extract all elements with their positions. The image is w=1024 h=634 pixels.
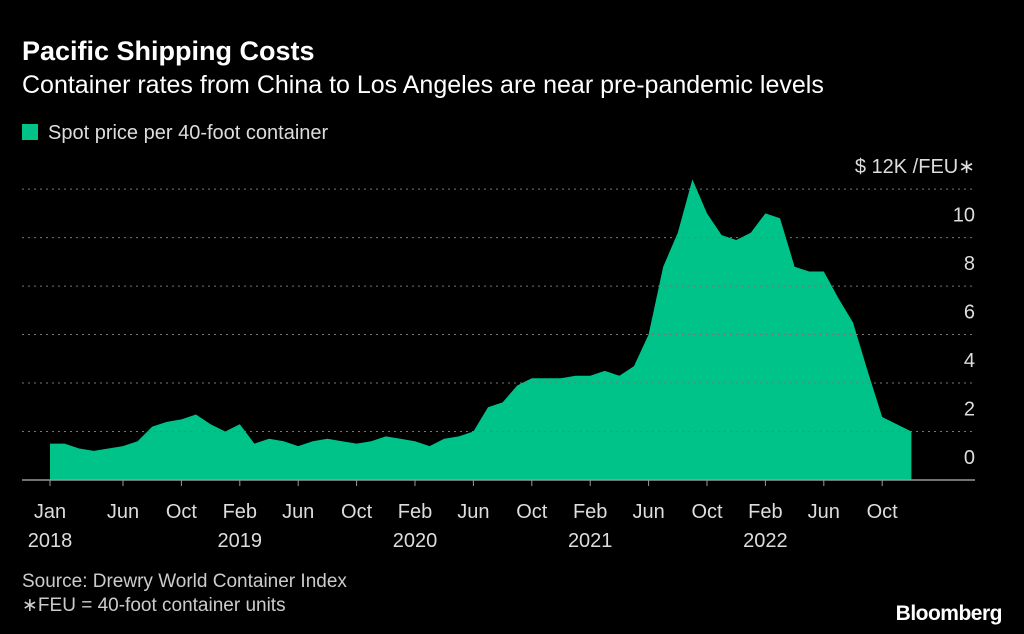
brand: Bloomberg (896, 602, 1002, 625)
x-tick-label: Oct (166, 501, 198, 523)
x-year-label: 2019 (218, 530, 263, 552)
y-tick-label: 2 (964, 399, 975, 421)
x-tick-label: Oct (691, 501, 723, 523)
x-tick-label: Feb (573, 501, 607, 523)
x-tick-label: Feb (398, 501, 432, 523)
x-tick-label: Jan (34, 501, 66, 523)
x-year-label: 2018 (28, 530, 73, 552)
y-tick-label: 0 (964, 447, 975, 469)
x-tick-label: Jun (457, 501, 489, 523)
y-tick-label: 8 (964, 253, 975, 275)
y-tick-label: 6 (964, 302, 975, 324)
note: ∗FEU = 40-foot container units (22, 595, 286, 616)
x-tick-label: Jun (107, 501, 139, 523)
x-tick-label: Feb (223, 501, 257, 523)
x-year-label: 2022 (743, 530, 788, 552)
legend-swatch (22, 124, 38, 140)
legend-label: Spot price per 40-foot container (48, 122, 329, 144)
chart-title: Pacific Shipping Costs (22, 36, 315, 66)
x-tick-label: Jun (808, 501, 840, 523)
x-tick-label: Jun (282, 501, 314, 523)
y-tick-label: 10 (953, 205, 975, 227)
y-tick-label: 4 (964, 350, 975, 372)
y-tick-label: $ 12K /FEU∗ (855, 156, 975, 178)
x-tick-label: Jun (632, 501, 664, 523)
x-tick-label: Oct (867, 501, 899, 523)
area (50, 179, 912, 480)
source: Source: Drewry World Container Index (22, 571, 347, 592)
chart-subtitle: Container rates from China to Los Angele… (22, 71, 824, 99)
x-tick-label: Feb (748, 501, 782, 523)
x-tick-label: Oct (516, 501, 548, 523)
x-year-label: 2021 (568, 530, 613, 552)
x-year-label: 2020 (393, 530, 438, 552)
x-tick-label: Oct (341, 501, 373, 523)
